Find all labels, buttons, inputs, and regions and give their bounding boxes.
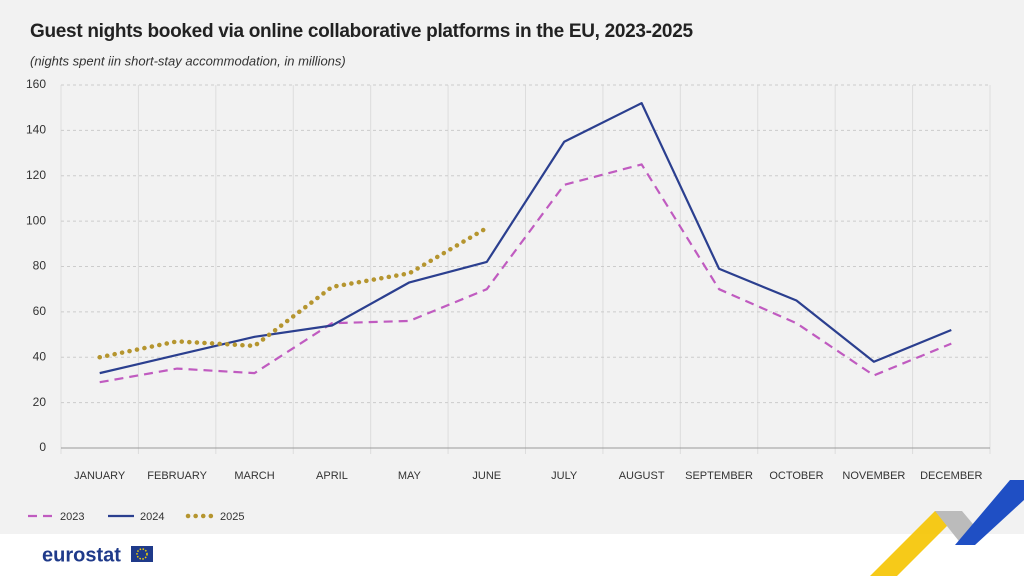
x-tick-label: MAY: [398, 470, 422, 482]
x-tick-label: SEPTEMBER: [685, 470, 753, 482]
y-tick-label: 20: [33, 395, 47, 409]
x-tick-label: JANUARY: [74, 470, 126, 482]
x-tick-label: MARCH: [234, 470, 274, 482]
footer: [0, 534, 1024, 576]
legend-label: 2024: [140, 511, 164, 523]
y-tick-label: 120: [26, 168, 46, 182]
eu-flag: [131, 546, 153, 562]
series-line: [97, 225, 490, 360]
x-tick-label: JULY: [551, 470, 578, 482]
x-tick-label: DECEMBER: [920, 470, 982, 482]
eu-stars: [136, 548, 148, 560]
decor: [955, 480, 1024, 545]
series-line: [99, 163, 952, 384]
x-tick-label: APRIL: [316, 470, 348, 482]
logo-text: eurostat: [42, 544, 121, 566]
y-tick-label: 160: [26, 77, 46, 91]
y-tick-label: 140: [26, 123, 46, 137]
x-tick-label: JUNE: [472, 470, 501, 482]
x-tick-label: AUGUST: [619, 470, 665, 482]
series-line: [99, 102, 952, 375]
y-tick-label: 40: [33, 349, 47, 363]
legend-label: 2023: [60, 511, 84, 523]
y-tick-label: 0: [39, 440, 46, 454]
y-tick-label: 60: [33, 304, 47, 318]
y-tick-label: 80: [33, 259, 47, 273]
chart-title: Guest nights booked via online collabora…: [30, 21, 693, 42]
chart-subtitle: (nights spent iin short-stay accommodati…: [30, 53, 346, 68]
decor: [870, 511, 962, 576]
x-tick-label: NOVEMBER: [842, 470, 905, 482]
y-tick-label: 100: [26, 213, 46, 227]
x-tick-label: FEBRUARY: [147, 470, 207, 482]
x-tick-label: OCTOBER: [769, 470, 823, 482]
legend-label: 2025: [220, 511, 244, 523]
